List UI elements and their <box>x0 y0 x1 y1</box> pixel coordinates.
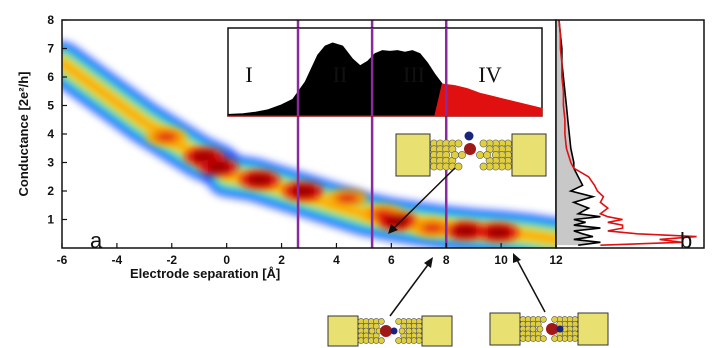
tip-atom <box>378 337 385 344</box>
x-tick-label-7: 8 <box>443 253 450 267</box>
oxygen-atom <box>464 143 476 155</box>
arrow-bottom-left <box>389 261 431 317</box>
electrode-tips <box>519 316 579 342</box>
hotspot-5 <box>335 193 360 204</box>
electrode-tips <box>357 318 423 344</box>
histogram-curves <box>556 20 697 246</box>
chain-atom <box>368 327 376 335</box>
panel-b-frame <box>555 19 705 249</box>
region-label-II: II <box>333 62 348 87</box>
y-tick-label-7: 8 <box>47 13 54 27</box>
hydrogen-atom <box>464 131 474 141</box>
x-axis-ticks: -6 -4 -2 0 2 4 6 8 10 12 <box>57 243 563 267</box>
y-tick-label-5: 6 <box>47 70 54 84</box>
inset-dividers <box>296 28 448 116</box>
x-tick-label-2: -2 <box>166 253 177 267</box>
tip-atom <box>454 162 463 171</box>
electrode-left <box>489 312 521 346</box>
arrow-top <box>391 167 456 231</box>
x-tick-label-3: 0 <box>223 253 230 267</box>
chain-atom <box>476 151 484 159</box>
tip-atom <box>551 335 558 342</box>
arrow-bottom-right-head <box>513 253 521 263</box>
chain-atom <box>458 151 466 159</box>
molecule-junction-top <box>395 131 547 177</box>
y-tick-label-6: 7 <box>47 42 54 56</box>
y-tick-label-2: 3 <box>47 156 54 170</box>
chain-atom <box>451 151 459 159</box>
electrode-right <box>421 315 453 347</box>
electrode-left <box>327 315 359 347</box>
hotspot-4 <box>291 186 316 196</box>
electrode-right <box>577 312 609 346</box>
arrow-top-head <box>388 224 398 234</box>
tip-atom <box>395 337 402 344</box>
arrow-bottom-right <box>515 257 546 313</box>
x-tick-label-8: 10 <box>494 253 508 267</box>
region-label-IV: IV <box>478 62 501 87</box>
electrode-tips <box>430 139 512 171</box>
x-axis-title: Electrode separation [Å] <box>130 266 280 281</box>
chain-atom <box>398 327 406 335</box>
electrode-left <box>395 133 431 177</box>
hotspot-0 <box>154 131 179 142</box>
chain-atom <box>483 151 491 159</box>
heatmap-panel: I II III IV <box>16 13 609 347</box>
hotspot-8 <box>420 223 445 234</box>
histogram-curve-0 <box>558 20 601 246</box>
hotspot-10 <box>486 227 511 238</box>
oxygen-atom <box>380 325 392 337</box>
tip-atom <box>540 316 547 323</box>
x-tick-label-9: 12 <box>549 253 563 267</box>
y-tick-label-0: 1 <box>47 213 54 227</box>
histogram-fill <box>556 20 601 246</box>
y-tick-label-3: 4 <box>47 127 54 141</box>
hotspot-3 <box>247 174 272 185</box>
tip-atom <box>551 316 558 323</box>
chain-atom <box>529 325 537 333</box>
region-label-III: III <box>403 62 425 87</box>
y-axis-ticks: 1 2 3 4 5 6 7 8 <box>47 13 67 227</box>
hotspot-9 <box>453 225 478 236</box>
x-tick-label-5: 4 <box>333 253 340 267</box>
chain-atom <box>405 327 413 335</box>
hydrogen-atom <box>390 327 398 335</box>
panel-label-a: a <box>90 228 103 253</box>
x-tick-label-1: -4 <box>112 253 123 267</box>
hydrogen-atom <box>556 325 564 333</box>
tip-atom <box>479 139 488 148</box>
inset-histogram: I II III IV <box>227 27 543 117</box>
histogram-panel: b <box>555 19 705 253</box>
molecule-junction-bottom-right <box>489 312 609 346</box>
tip-atom <box>479 162 488 171</box>
oxygen-atom <box>546 323 558 335</box>
tip-atom <box>378 318 385 325</box>
electrode-right <box>511 133 547 177</box>
arrow-bottom-left-head <box>424 257 433 268</box>
y-tick-label-4: 5 <box>47 99 54 113</box>
tip-atom <box>540 335 547 342</box>
x-tick-label-6: 6 <box>388 253 395 267</box>
x-tick-label-0: -6 <box>57 253 68 267</box>
molecule-junction-bottom-left <box>327 315 453 347</box>
panel-label-b: b <box>680 228 692 253</box>
x-tick-label-4: 2 <box>278 253 285 267</box>
tip-atom <box>454 139 463 148</box>
histogram-curve-1 <box>558 20 697 246</box>
y-tick-label-1: 2 <box>47 184 54 198</box>
chain-atom <box>536 325 544 333</box>
region-labels: I II III IV <box>245 62 501 87</box>
hotspot-2 <box>206 161 231 172</box>
region-label-I: I <box>245 62 252 87</box>
tip-atom <box>395 318 402 325</box>
y-axis-title: Conductance [2e²/h] <box>16 72 31 197</box>
pointer-arrows <box>388 167 546 317</box>
